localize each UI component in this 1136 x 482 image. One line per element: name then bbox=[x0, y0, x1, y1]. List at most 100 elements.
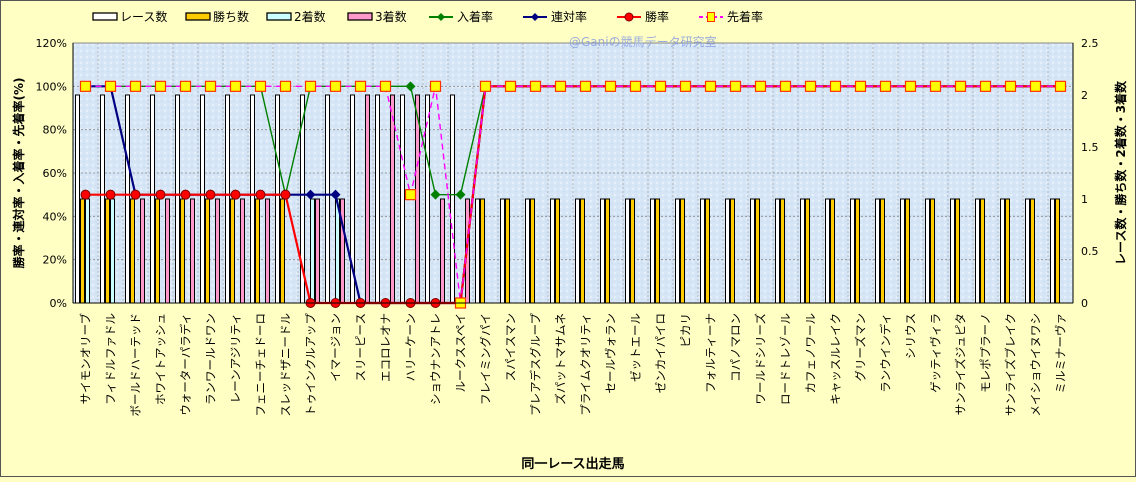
legend-marker bbox=[624, 12, 634, 22]
x-tick-label: スパイスマン bbox=[504, 313, 518, 381]
bar-4-7 bbox=[240, 198, 245, 304]
bar-4-8 bbox=[265, 198, 270, 304]
x-tick-label: ワールドシリーズ bbox=[754, 313, 768, 404]
bar-1-4 bbox=[150, 94, 155, 304]
bar-1-2 bbox=[100, 94, 105, 304]
bar-1-1 bbox=[75, 94, 80, 304]
x-tick-label: ロードトレゾール bbox=[779, 313, 793, 405]
bar-2-21 bbox=[580, 198, 585, 304]
point-4-36 bbox=[954, 80, 967, 92]
bar-1-7 bbox=[225, 94, 230, 304]
x-tick-label: イマージョン bbox=[329, 313, 343, 382]
point-1-14 bbox=[405, 81, 416, 92]
x-tick-label: ゼットエール bbox=[629, 313, 643, 382]
x-tick-label: メイショウイヌワシ bbox=[1029, 313, 1043, 417]
x-tick-label: セールヴォラン bbox=[604, 313, 618, 394]
axes: 0% 20% 40% 60% 80% 100% 120% 0 0.5 1 1.5 2 2.5 サイモンオリ… bbox=[36, 37, 1099, 417]
x-tick-label: シリウス bbox=[904, 313, 918, 359]
legend-label: 勝率 bbox=[645, 9, 669, 24]
point-4-6 bbox=[204, 80, 217, 92]
bar-2-8 bbox=[255, 198, 260, 304]
y-tick-label: 0% bbox=[50, 297, 67, 310]
x-tick-label: モレポプラーノ bbox=[979, 313, 993, 393]
point-4-2 bbox=[104, 80, 117, 92]
x-tick-label: フィドルファドル bbox=[104, 313, 118, 405]
bar-4-3 bbox=[140, 198, 145, 304]
bar-4-4 bbox=[165, 198, 170, 304]
bar-1-6 bbox=[200, 94, 205, 304]
bar-1-20 bbox=[550, 198, 555, 304]
x-tick-label: ランワールドワン bbox=[204, 313, 218, 405]
x-tick-label: ズパットマサムネ bbox=[554, 313, 568, 405]
x-tick-label: ルークススペイ bbox=[454, 313, 468, 392]
bar-3-10 bbox=[310, 198, 315, 304]
bar-2-31 bbox=[830, 198, 835, 304]
point-4-12 bbox=[354, 80, 367, 92]
y2-tick-label: 1 bbox=[1081, 193, 1088, 206]
bar-1-17 bbox=[475, 198, 480, 304]
bar-2-28 bbox=[755, 198, 760, 304]
y-tick-label: 60% bbox=[43, 167, 67, 180]
bar-4-10 bbox=[315, 198, 320, 304]
point-4-22 bbox=[604, 80, 617, 92]
point-4-21 bbox=[579, 80, 592, 92]
point-4-18 bbox=[504, 80, 517, 92]
x-tick-label: ボールドハーテッド bbox=[129, 313, 143, 417]
point-4-24 bbox=[654, 80, 667, 92]
x-tick-label: ゲッティヴィラ bbox=[929, 313, 943, 393]
y-tick-label: 100% bbox=[36, 80, 67, 93]
bar-2-37 bbox=[980, 198, 985, 304]
bar-2-23 bbox=[630, 198, 635, 304]
bar-2-19 bbox=[530, 198, 535, 304]
legend-swatch bbox=[347, 12, 373, 21]
bar-1-32 bbox=[850, 198, 855, 304]
legend-marker bbox=[531, 13, 539, 21]
point-4-35 bbox=[929, 80, 942, 92]
legend-label: 2着数 bbox=[294, 9, 326, 24]
bar-1-38 bbox=[1000, 198, 1005, 304]
x-tick-label: サンライズブレイク bbox=[1004, 313, 1018, 416]
point-4-20 bbox=[554, 80, 567, 92]
x-tick-label: スレッドザニードル bbox=[279, 313, 293, 417]
point-4-8 bbox=[254, 80, 267, 92]
bar-1-11 bbox=[325, 94, 330, 304]
y2-tick-label: 0 bbox=[1081, 297, 1088, 310]
bar-1-3 bbox=[125, 94, 130, 304]
bar-4-6 bbox=[215, 198, 220, 304]
bar-1-26 bbox=[700, 198, 705, 304]
bar-1-27 bbox=[725, 198, 730, 304]
point-4-33 bbox=[879, 80, 892, 92]
point-4-5 bbox=[179, 80, 192, 92]
bar-2-40 bbox=[1055, 198, 1060, 304]
y2-tick-label: 2 bbox=[1081, 89, 1088, 102]
legend-swatch bbox=[266, 12, 292, 21]
bar-1-33 bbox=[875, 198, 880, 304]
line-4 bbox=[85, 85, 1061, 304]
point-4-32 bbox=[854, 80, 867, 92]
x-axis-title: 同一レース出走馬 bbox=[521, 456, 624, 472]
bar-2-35 bbox=[930, 198, 935, 304]
legend-swatch bbox=[185, 12, 211, 21]
point-4-34 bbox=[904, 80, 917, 92]
bar-2-22 bbox=[605, 198, 610, 304]
legend: レース数 勝ち数 2着数 3着数 入着率 連対率 勝率 先着率 bbox=[92, 9, 763, 24]
point-1-15 bbox=[430, 189, 441, 200]
bar-1-36 bbox=[950, 198, 955, 304]
bar-1-40 bbox=[1050, 198, 1055, 304]
point-3-4 bbox=[155, 189, 166, 200]
bar-4-13 bbox=[390, 94, 395, 304]
x-tick-label: エコロレオナ bbox=[379, 313, 393, 382]
bar-2-2 bbox=[105, 198, 110, 304]
bar-4-15 bbox=[440, 198, 445, 304]
point-2-10 bbox=[305, 189, 316, 200]
bar-1-25 bbox=[675, 198, 680, 304]
bar-2-7 bbox=[230, 198, 235, 304]
bar-1-22 bbox=[600, 198, 605, 304]
bar-2-18 bbox=[505, 198, 510, 304]
point-4-31 bbox=[829, 80, 842, 92]
legend-label: 勝ち数 bbox=[213, 9, 249, 24]
watermark: @Ganiの競馬データ研究室 bbox=[569, 34, 717, 49]
legend-label: レース数 bbox=[120, 9, 167, 24]
